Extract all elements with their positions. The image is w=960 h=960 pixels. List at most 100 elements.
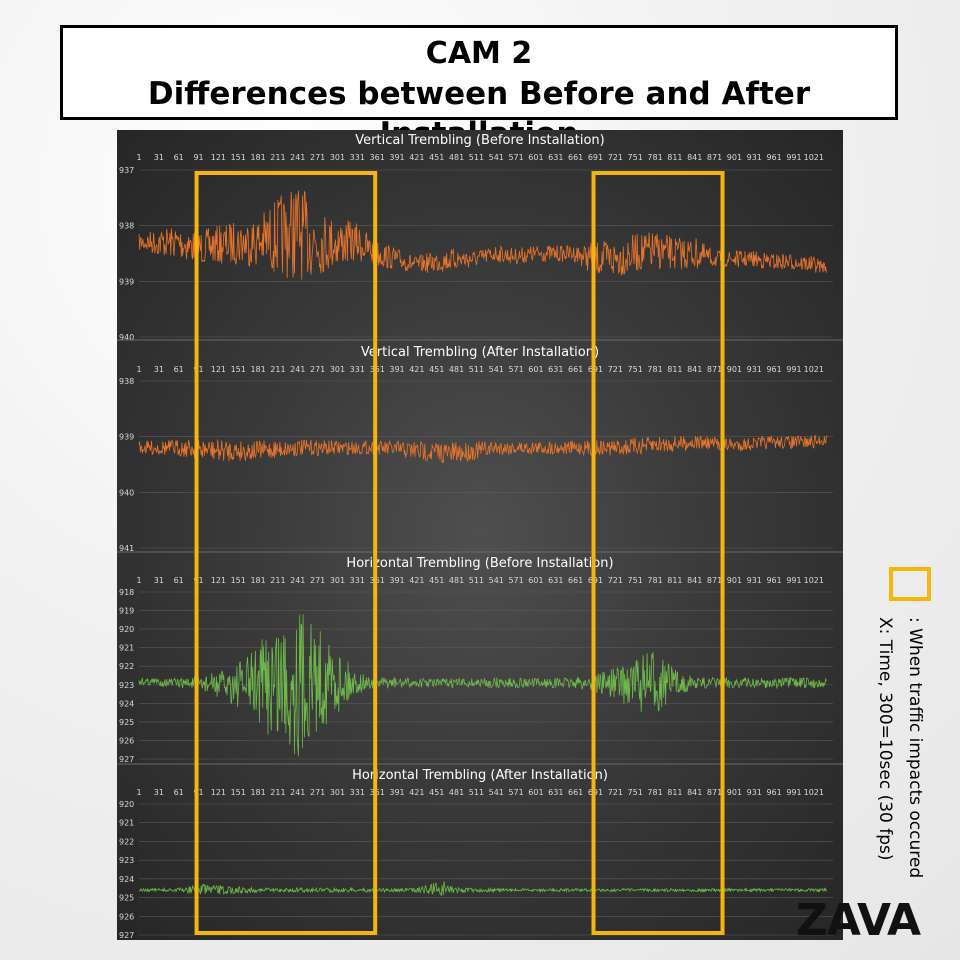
x-tick-label: 991 [786,576,801,585]
x-tick-label: 841 [687,365,702,374]
impact-window-box [591,171,725,935]
x-tick-label: 931 [747,576,762,585]
y-tick-label: 937 [119,166,134,175]
chart-panel: Vertical Trembling (Before Installation)… [117,130,843,940]
x-tick-label: 871 [707,576,722,585]
x-tick-label: 121 [211,576,226,585]
y-tick-label: 923 [119,856,134,865]
x-tick-label: 121 [211,788,226,797]
x-tick-label: 931 [747,153,762,162]
y-tick-label: 923 [119,681,134,690]
x-tick-label: 61 [174,153,184,162]
x-tick-label: 61 [174,576,184,585]
x-tick-label: 31 [154,788,164,797]
x-tick-label: 901 [727,153,742,162]
x-tick-label: 511 [469,788,484,797]
x-tick-label: 541 [489,788,504,797]
x-tick-label: 121 [211,365,226,374]
x-tick-label: 691 [588,153,603,162]
page-title: CAM 2 [425,36,533,71]
y-tick-label: 919 [119,607,134,616]
x-tick-label: 1021 [804,576,824,585]
x-tick-label: 871 [707,153,722,162]
brand-logo: ZAVA [796,895,921,946]
x-tick-label: 571 [508,788,523,797]
x-tick-label: 901 [727,365,742,374]
x-tick-label: 721 [608,153,623,162]
x-tick-label: 511 [469,576,484,585]
x-tick-label: 721 [608,576,623,585]
x-tick-label: 181 [250,153,265,162]
x-tick-label: 631 [548,365,563,374]
x-tick-label: 811 [667,365,682,374]
x-tick-label: 541 [489,576,504,585]
chart-title: Vertical Trembling (After Installation) [361,345,599,360]
legend-text: : When traffic impacts occured X: Time, … [870,617,930,878]
x-tick-label: 421 [409,153,424,162]
x-tick-label: 211 [270,365,285,374]
y-tick-label: 926 [119,912,134,921]
x-tick-label: 91 [193,153,203,162]
x-tick-label: 631 [548,576,563,585]
y-tick-label: 921 [119,644,134,653]
x-tick-label: 331 [350,365,365,374]
y-tick-label: 927 [119,755,134,764]
x-tick-label: 511 [469,365,484,374]
x-tick-label: 151 [231,788,246,797]
x-tick-label: 991 [786,788,801,797]
y-tick-label: 920 [119,625,134,634]
x-tick-label: 481 [449,576,464,585]
x-tick-label: 811 [667,788,682,797]
x-tick-label: 931 [747,788,762,797]
y-tick-label: 940 [119,333,134,342]
chart-3: Horizontal Trembling (Before Installatio… [117,551,843,764]
x-tick-label: 781 [647,365,662,374]
x-tick-label: 631 [548,788,563,797]
x-tick-label: 901 [727,576,742,585]
x-tick-label: 841 [687,788,702,797]
x-tick-label: 661 [568,365,583,374]
x-tick-label: 451 [429,153,444,162]
legend-highlight-swatch [889,567,931,601]
x-tick-label: 571 [508,365,523,374]
legend-label: : When traffic impacts occured [905,617,925,879]
x-tick-label: 871 [707,788,722,797]
x-tick-label: 991 [786,365,801,374]
y-tick-label: 939 [119,433,134,442]
x-tick-label: 571 [508,576,523,585]
x-tick-label: 271 [310,153,325,162]
chart-svg: Vertical Trembling (Before Installation)… [117,133,843,940]
x-tick-label: 541 [489,365,504,374]
y-tick-label: 922 [119,837,134,846]
y-tick-label: 938 [119,222,134,231]
x-tick-label: 751 [628,576,643,585]
x-tick-label: 661 [568,788,583,797]
x-tick-label: 901 [727,788,742,797]
x-tick-label: 241 [290,153,305,162]
x-tick-label: 211 [270,153,285,162]
x-tick-label: 271 [310,576,325,585]
x-tick-label: 601 [528,788,543,797]
series-line [138,881,827,896]
x-tick-label: 361 [370,153,385,162]
chart-4: Horizontal Trembling (After Installation… [117,763,843,940]
x-tick-label: 301 [330,365,345,374]
x-tick-label: 301 [330,153,345,162]
x-tick-label: 391 [389,576,404,585]
x-tick-label: 331 [350,153,365,162]
x-tick-label: 811 [667,153,682,162]
x-tick-label: 1 [136,576,141,585]
x-tick-label: 991 [786,153,801,162]
x-tick-label: 601 [528,576,543,585]
x-tick-label: 181 [250,576,265,585]
y-tick-label: 924 [119,875,134,884]
x-tick-label: 1021 [804,365,824,374]
x-tick-label: 541 [489,153,504,162]
y-tick-label: 938 [119,377,134,386]
x-tick-label: 961 [766,153,781,162]
x-tick-label: 421 [409,576,424,585]
x-tick-label: 841 [687,576,702,585]
x-tick-label: 31 [154,365,164,374]
x-tick-label: 241 [290,365,305,374]
x-tick-label: 391 [389,788,404,797]
